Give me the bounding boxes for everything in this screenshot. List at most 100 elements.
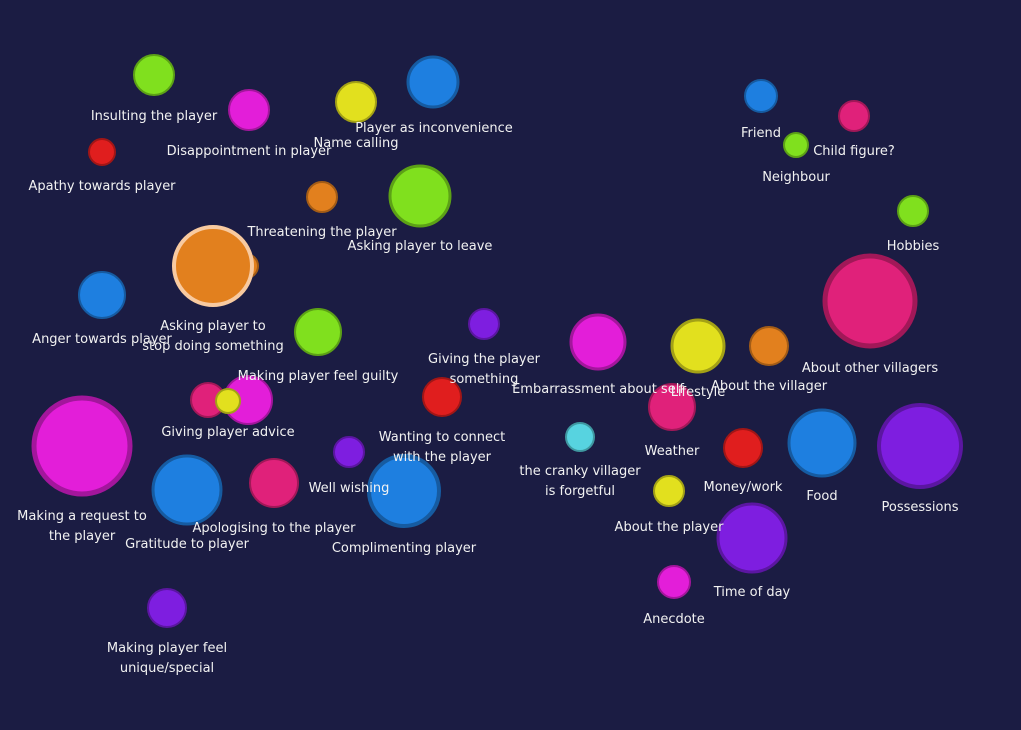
bubble-circle[interactable] bbox=[897, 195, 929, 227]
bubble-circle[interactable] bbox=[670, 318, 726, 374]
bubble-label: Lifestyle bbox=[671, 385, 726, 400]
bubble-circle[interactable] bbox=[565, 422, 595, 452]
bubble-label: Asking player to leave bbox=[348, 239, 493, 254]
bubble-label: Threatening the player bbox=[246, 225, 397, 240]
bubble-making-a-request[interactable] bbox=[31, 395, 133, 497]
bubble-circle[interactable] bbox=[31, 395, 133, 497]
bubble-label: Complimenting player bbox=[332, 541, 477, 556]
bubble-embarrassment-about-self[interactable] bbox=[569, 313, 627, 371]
bubble-complimenting-player[interactable] bbox=[367, 454, 441, 528]
bubble-apathy-towards-player[interactable] bbox=[88, 138, 116, 166]
bubble-label: Wanting to connect with the player bbox=[379, 430, 506, 465]
bubble-label: Money/work bbox=[704, 480, 783, 495]
bubble-name-calling[interactable] bbox=[335, 81, 377, 123]
bubble-well-wishing[interactable] bbox=[333, 436, 365, 468]
bubble-circle[interactable] bbox=[172, 225, 254, 307]
bubble-asking-player-to-leave[interactable] bbox=[388, 164, 452, 228]
bubble-food[interactable] bbox=[787, 408, 857, 478]
bubble-circle[interactable] bbox=[78, 271, 126, 319]
bubble-about-the-player[interactable] bbox=[653, 475, 685, 507]
bubble-circle[interactable] bbox=[744, 79, 778, 113]
bubble-circle[interactable] bbox=[716, 502, 788, 574]
bubble-circle[interactable] bbox=[822, 253, 918, 349]
bubble-time-of-day[interactable] bbox=[716, 502, 788, 574]
bubble-circle[interactable] bbox=[406, 55, 460, 109]
bubble-anecdote[interactable] bbox=[657, 565, 691, 599]
bubble-label: the cranky villager is forgetful bbox=[519, 464, 641, 499]
bubble-cranky-villager-forgetful[interactable] bbox=[565, 422, 595, 452]
bubble-circle[interactable] bbox=[333, 436, 365, 468]
bubble-label: Gratitude to player bbox=[125, 537, 250, 552]
bubble-circle[interactable] bbox=[151, 454, 223, 526]
bubble-circle[interactable] bbox=[294, 308, 342, 356]
bubble-label: Apathy towards player bbox=[28, 179, 176, 194]
bubble-gratitude-to-player[interactable] bbox=[151, 454, 223, 526]
bubble-circle[interactable] bbox=[877, 403, 963, 489]
bubble-possessions[interactable] bbox=[877, 403, 963, 489]
bubble-label: Insulting the player bbox=[91, 109, 218, 124]
bubble-making-player-feel-unique[interactable] bbox=[147, 588, 187, 628]
bubble-label: Neighbour bbox=[762, 170, 830, 185]
bubble-disappointment-in-player[interactable] bbox=[228, 89, 270, 131]
bubble-circle[interactable] bbox=[88, 138, 116, 166]
bubble-wanting-to-connect[interactable] bbox=[422, 377, 462, 417]
bubble-circle[interactable] bbox=[335, 81, 377, 123]
bubble-player-as-inconvenience[interactable] bbox=[406, 55, 460, 109]
bubble-giving-the-player-something[interactable] bbox=[468, 308, 500, 340]
bubble-about-other-villagers[interactable] bbox=[822, 253, 918, 349]
bubble-insulting-the-player[interactable] bbox=[133, 54, 175, 96]
bubble-label: Player as inconvenience bbox=[355, 121, 513, 136]
bubble-circle[interactable] bbox=[249, 458, 299, 508]
bubble-circle[interactable] bbox=[133, 54, 175, 96]
bubble-label: Making a request to the player bbox=[17, 509, 147, 544]
bubble-hobbies[interactable] bbox=[897, 195, 929, 227]
bubble-circle[interactable] bbox=[422, 377, 462, 417]
bubble-making-player-feel-guilty[interactable] bbox=[294, 308, 342, 356]
bubble-about-the-villager[interactable] bbox=[749, 326, 789, 366]
bubble-circle[interactable] bbox=[228, 89, 270, 131]
bubble-label: Child figure? bbox=[813, 144, 895, 159]
bubble-label: Well wishing bbox=[309, 481, 390, 496]
bubble-weather[interactable] bbox=[648, 383, 696, 431]
bubble-label: Weather bbox=[645, 444, 700, 459]
bubble-circle[interactable] bbox=[787, 408, 857, 478]
bubble-child-figure[interactable] bbox=[838, 100, 870, 132]
bubble-asking-player-to-stop[interactable] bbox=[172, 225, 254, 307]
bubble-circle[interactable] bbox=[468, 308, 500, 340]
bubble-label: Possessions bbox=[882, 500, 959, 515]
bubble-money-work[interactable] bbox=[723, 428, 763, 468]
bubble-apologising-to-the-player[interactable] bbox=[249, 458, 299, 508]
bubble-label: Hobbies bbox=[887, 239, 940, 254]
bubble-circle[interactable] bbox=[783, 132, 809, 158]
bubble-friend[interactable] bbox=[744, 79, 778, 113]
bubble-label: Apologising to the player bbox=[192, 521, 356, 536]
bubble-circle[interactable] bbox=[388, 164, 452, 228]
bubble-label: Food bbox=[806, 489, 837, 504]
bubble-lifestyle[interactable] bbox=[670, 318, 726, 374]
bubble-label: Embarrassment about self bbox=[512, 382, 684, 397]
bubble-circle[interactable] bbox=[723, 428, 763, 468]
bubble-anger-towards-player[interactable] bbox=[78, 271, 126, 319]
bubble-circle[interactable] bbox=[306, 181, 338, 213]
bubble-circle[interactable] bbox=[749, 326, 789, 366]
bubble-label: Giving the player something bbox=[428, 352, 541, 387]
bubble-label: Friend bbox=[741, 126, 781, 141]
bubble-label: Disappointment in player bbox=[167, 144, 332, 159]
bubble-label: About other villagers bbox=[802, 361, 938, 376]
bubble-label: Name calling bbox=[314, 136, 399, 151]
bubble-neighbour[interactable] bbox=[783, 132, 809, 158]
bubble-label: Making player feel unique/special bbox=[107, 641, 227, 676]
bubble-circle[interactable] bbox=[569, 313, 627, 371]
bubble-circle[interactable] bbox=[147, 588, 187, 628]
bubble-circle[interactable] bbox=[838, 100, 870, 132]
bubble-circle[interactable] bbox=[648, 383, 696, 431]
bubble-circle[interactable] bbox=[367, 454, 441, 528]
bubble-circle[interactable] bbox=[657, 565, 691, 599]
bubble-threatening-the-player[interactable] bbox=[306, 181, 338, 213]
bubble-circle[interactable] bbox=[653, 475, 685, 507]
bubble-label: Anger towards player bbox=[32, 332, 172, 347]
bubble-label: Giving player advice bbox=[161, 425, 294, 440]
bubble-label: About the villager bbox=[711, 379, 828, 394]
bubble-label: About the player bbox=[615, 520, 725, 535]
